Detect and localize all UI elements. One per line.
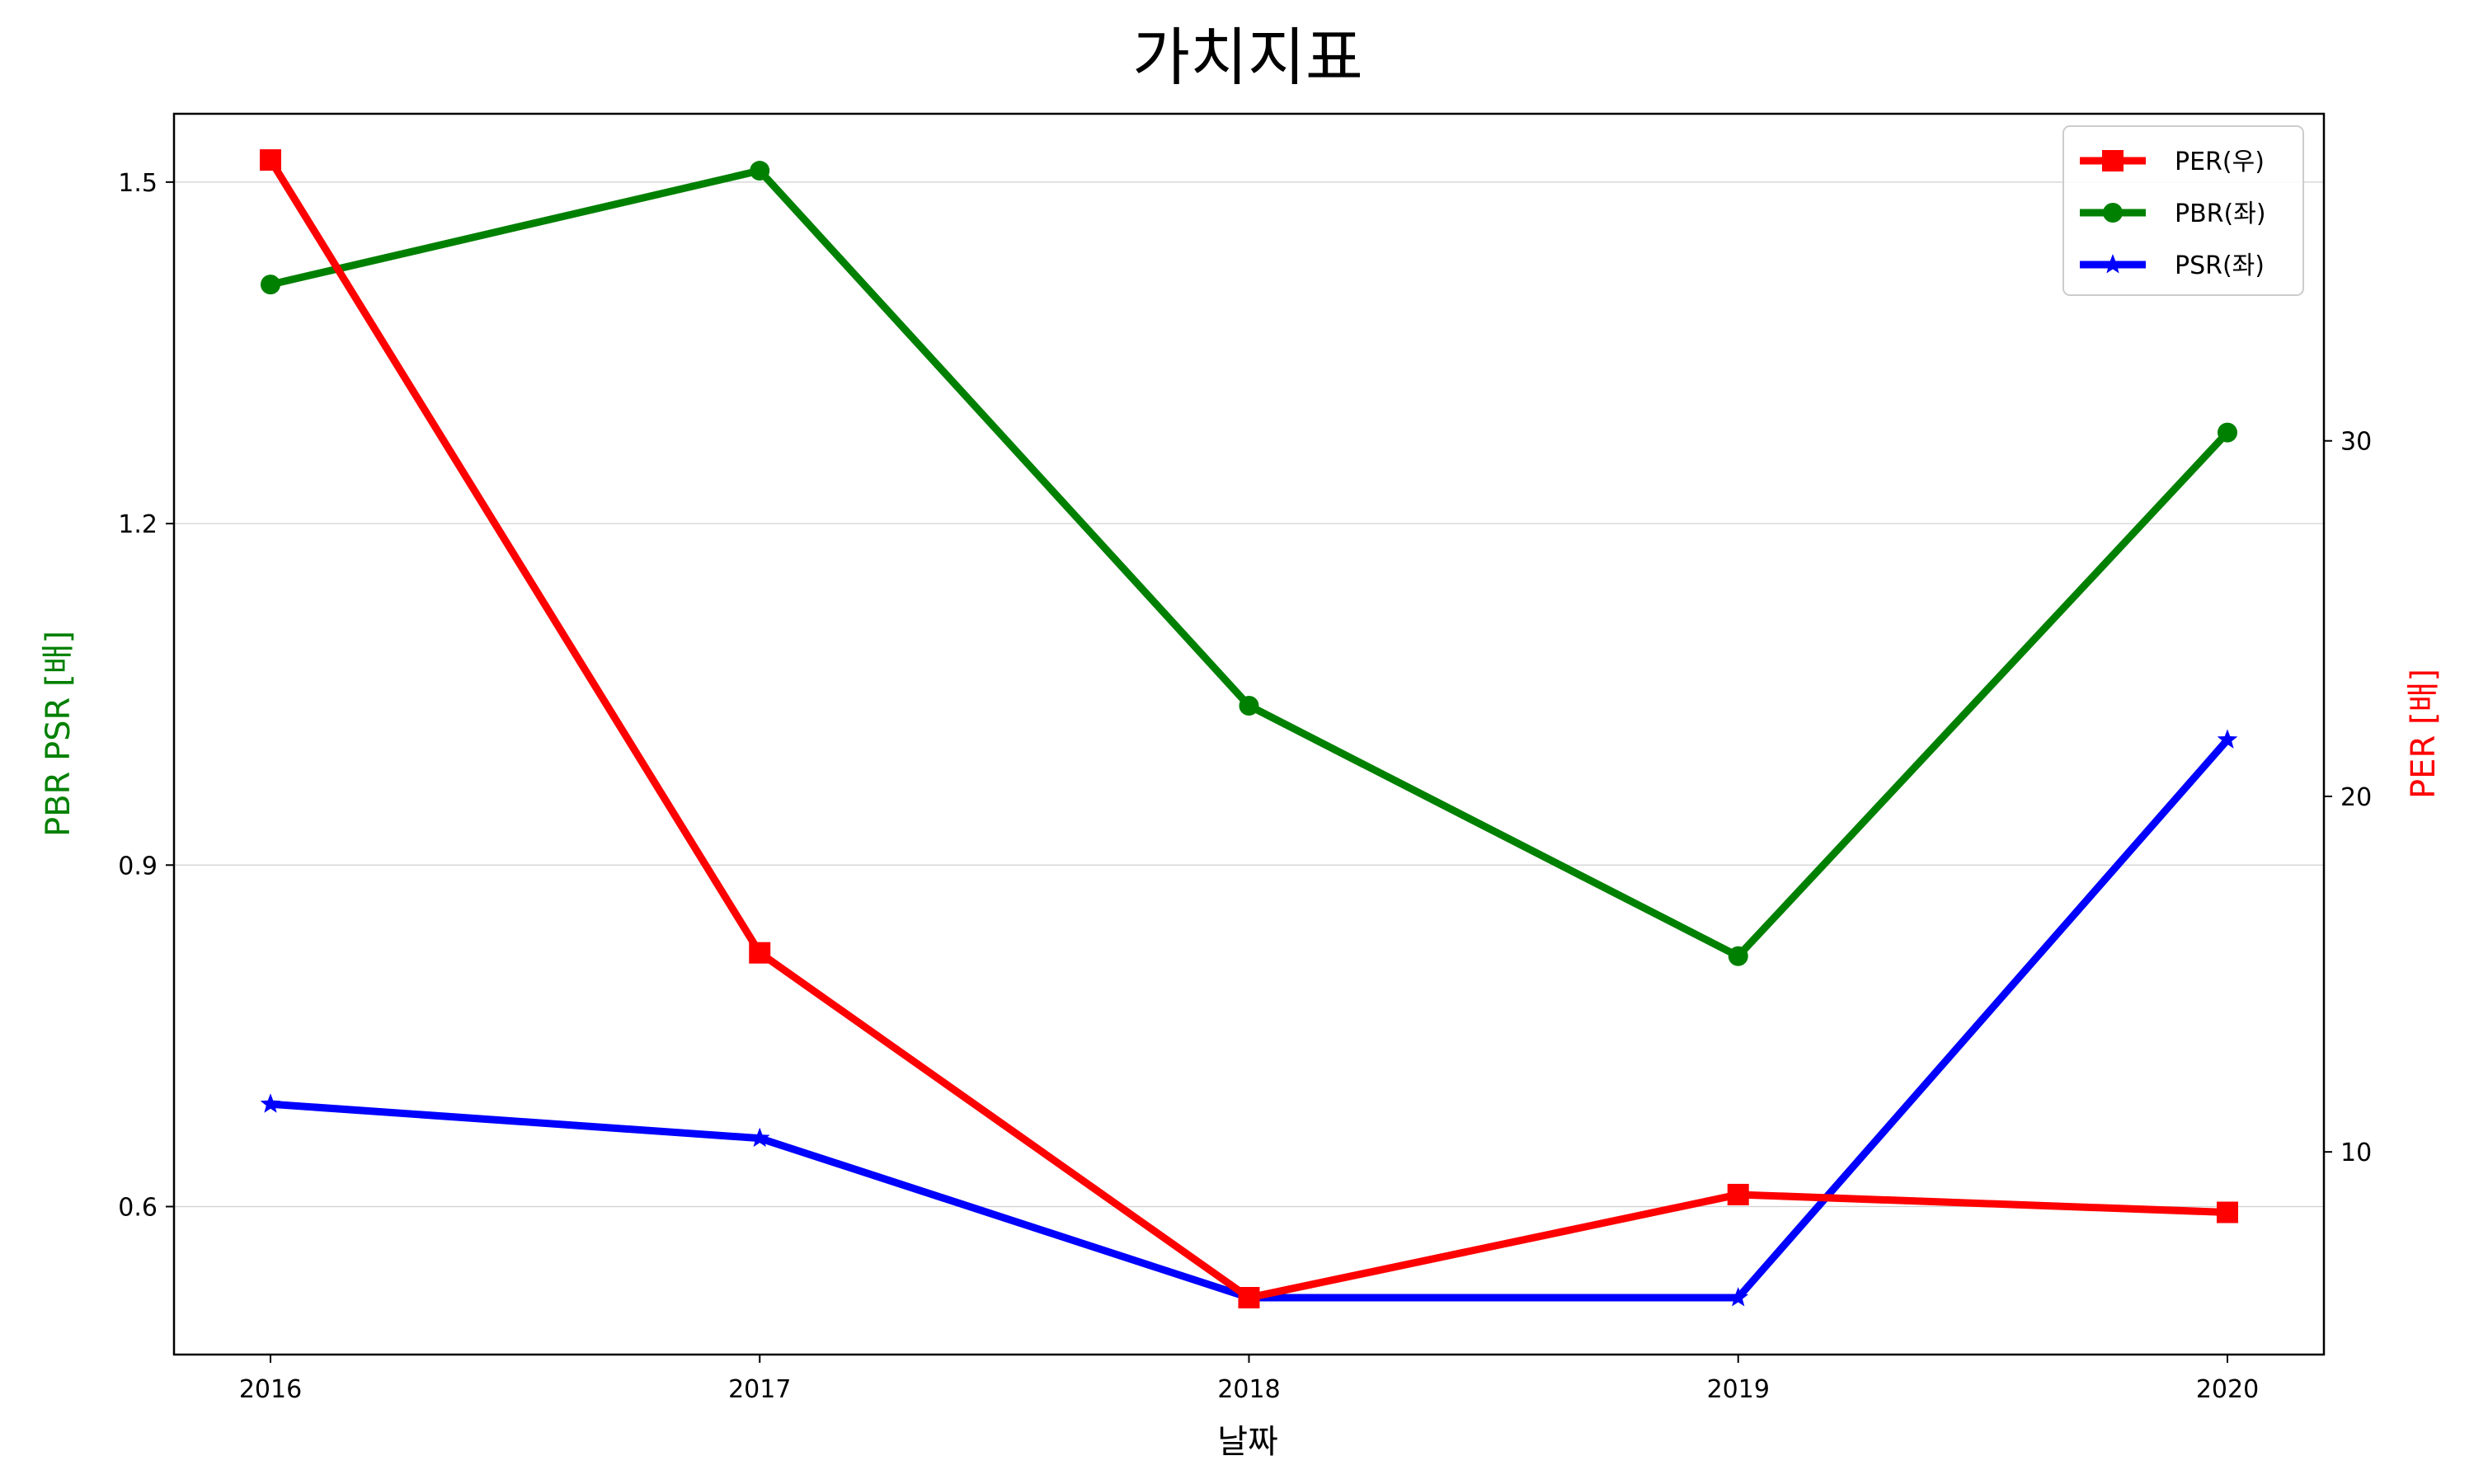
data-point <box>749 1127 770 1148</box>
legend: PER(우) PBR(좌) PSR(좌) <box>2062 125 2304 296</box>
legend-label: PSR(좌) <box>2175 251 2265 280</box>
data-point <box>1239 695 1259 716</box>
chart-title: 가치지표 <box>1132 21 1363 94</box>
x-tick-label: 2020 <box>2196 1375 2259 1404</box>
x-tick-label: 2019 <box>1707 1375 1770 1404</box>
y-axis-right-label: PER [배] <box>2405 669 2443 799</box>
legend-item: PSR(좌) <box>2080 251 2265 280</box>
data-point <box>2217 1201 2238 1223</box>
data-point <box>749 942 771 964</box>
x-tick-label: 2017 <box>728 1375 791 1404</box>
axis-ticks: 0.6 0.9 1.2 1.5 10 20 30 2016 2017 2018 2019 2020 <box>118 169 2372 1404</box>
legend-marker <box>2102 150 2124 171</box>
series-1 <box>261 161 2237 966</box>
legend-marker <box>2102 254 2124 274</box>
data-point <box>1728 946 1748 966</box>
x-axis-label: 날짜 <box>1217 1423 1278 1461</box>
y-right-tick-label: 20 <box>2340 783 2372 812</box>
series-0 <box>260 149 2238 1309</box>
x-tick-label: 2016 <box>239 1375 302 1404</box>
data-point <box>750 161 770 181</box>
data-point <box>261 275 280 295</box>
data-point <box>260 149 281 171</box>
y-left-tick-label: 1.2 <box>118 510 158 539</box>
y-left-tick-label: 1.5 <box>118 169 158 198</box>
y-left-tick-label: 0.9 <box>118 852 158 881</box>
legend-marker <box>2103 203 2123 223</box>
legend-label: PER(우) <box>2175 148 2265 176</box>
data-point <box>1238 1287 1260 1309</box>
y-right-tick-label: 30 <box>2340 428 2372 457</box>
data-point <box>2218 422 2237 443</box>
data-point <box>2217 729 2238 749</box>
y-right-tick-label: 10 <box>2340 1139 2372 1167</box>
data-point <box>260 1093 281 1113</box>
data-point <box>1727 1183 1749 1205</box>
y-axis-left-label: PBR PSR [배] <box>40 631 78 837</box>
legend-item: PBR(좌) <box>2080 200 2266 228</box>
y-left-tick-label: 0.6 <box>118 1194 158 1223</box>
data-point <box>1728 1286 1749 1307</box>
grid-lines <box>174 181 2324 1208</box>
series-layer <box>260 149 2238 1309</box>
legend-item: PER(우) <box>2080 148 2265 176</box>
legend-label: PBR(좌) <box>2175 200 2266 228</box>
x-tick-label: 2018 <box>1217 1375 1280 1404</box>
